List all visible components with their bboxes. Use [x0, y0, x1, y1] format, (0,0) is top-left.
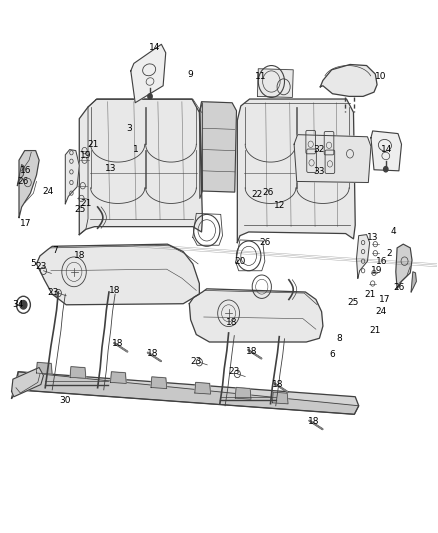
Polygon shape — [272, 392, 288, 404]
Text: 13: 13 — [105, 164, 117, 173]
Text: 20: 20 — [234, 257, 246, 265]
Text: 11: 11 — [255, 71, 266, 80]
Text: 23: 23 — [47, 287, 59, 296]
Text: 17: 17 — [379, 295, 391, 304]
Text: 30: 30 — [60, 396, 71, 405]
Text: 32: 32 — [313, 145, 324, 154]
Text: 3: 3 — [127, 124, 132, 133]
Text: 21: 21 — [370, 326, 381, 335]
Polygon shape — [17, 165, 24, 185]
Polygon shape — [12, 372, 359, 414]
Polygon shape — [200, 102, 237, 192]
Polygon shape — [294, 135, 371, 182]
Text: 24: 24 — [42, 187, 53, 196]
Polygon shape — [237, 99, 355, 243]
Text: 24: 24 — [375, 307, 386, 316]
Text: 14: 14 — [148, 43, 160, 52]
Text: 9: 9 — [188, 70, 194, 78]
Text: 12: 12 — [274, 201, 285, 211]
Text: 21: 21 — [364, 289, 375, 298]
Circle shape — [384, 166, 388, 172]
Polygon shape — [371, 131, 402, 171]
Polygon shape — [70, 367, 86, 378]
Circle shape — [148, 94, 152, 99]
Text: 18: 18 — [272, 380, 284, 389]
Polygon shape — [357, 235, 370, 278]
Text: 16: 16 — [20, 166, 32, 175]
Text: 14: 14 — [381, 145, 393, 154]
Polygon shape — [79, 99, 202, 235]
Text: 2: 2 — [386, 249, 392, 258]
Text: 13: 13 — [367, 233, 378, 242]
Text: 18: 18 — [147, 349, 159, 358]
Polygon shape — [151, 377, 167, 389]
Text: 10: 10 — [375, 71, 386, 80]
Polygon shape — [17, 372, 359, 414]
Text: 23: 23 — [191, 357, 202, 366]
Text: 21: 21 — [88, 140, 99, 149]
Text: 26: 26 — [393, 283, 405, 292]
Text: 34: 34 — [12, 300, 24, 309]
Text: 19: 19 — [80, 151, 92, 160]
Polygon shape — [235, 387, 251, 399]
Text: 1: 1 — [133, 145, 139, 154]
Text: 25: 25 — [348, 298, 359, 307]
Polygon shape — [396, 244, 412, 289]
Polygon shape — [12, 368, 43, 397]
Text: 4: 4 — [391, 228, 396, 237]
Text: 23: 23 — [229, 367, 240, 376]
Text: 23: 23 — [35, 262, 46, 271]
Text: 18: 18 — [246, 347, 258, 356]
Polygon shape — [36, 244, 199, 305]
Polygon shape — [131, 44, 166, 103]
Polygon shape — [200, 103, 202, 198]
Text: 18: 18 — [112, 339, 124, 348]
Text: 22: 22 — [252, 190, 263, 199]
Text: 8: 8 — [336, 334, 342, 343]
Polygon shape — [36, 362, 52, 374]
Text: 25: 25 — [74, 205, 86, 214]
Text: 19: 19 — [371, 266, 383, 275]
Text: 5: 5 — [31, 260, 36, 268]
Polygon shape — [195, 382, 211, 394]
Polygon shape — [258, 69, 293, 98]
Text: 18: 18 — [110, 286, 121, 295]
Polygon shape — [259, 86, 284, 95]
Circle shape — [20, 301, 27, 309]
Text: 33: 33 — [313, 167, 324, 176]
Text: 16: 16 — [376, 257, 387, 265]
Text: 26: 26 — [18, 177, 29, 186]
Polygon shape — [19, 151, 39, 217]
Text: 21: 21 — [80, 199, 92, 208]
Text: 7: 7 — [53, 246, 58, 255]
Text: 18: 18 — [308, 417, 320, 426]
Polygon shape — [320, 64, 377, 96]
Polygon shape — [189, 289, 323, 342]
Text: 26: 26 — [259, 238, 271, 247]
Text: 26: 26 — [262, 188, 274, 197]
Polygon shape — [110, 372, 126, 383]
Polygon shape — [65, 150, 79, 204]
Text: 6: 6 — [330, 350, 336, 359]
Text: 18: 18 — [226, 318, 238, 327]
Polygon shape — [411, 272, 417, 292]
Text: 17: 17 — [20, 220, 32, 229]
Text: 18: 18 — [74, 252, 85, 260]
